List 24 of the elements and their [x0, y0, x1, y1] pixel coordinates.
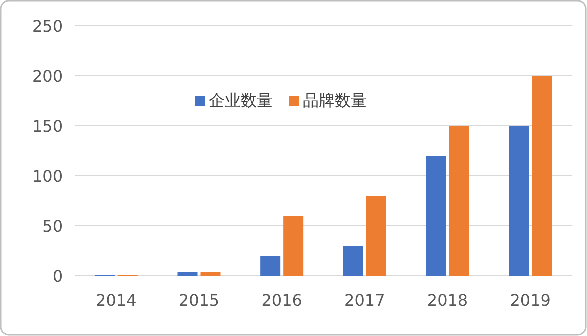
- bar: [260, 256, 281, 276]
- bar: [509, 126, 530, 276]
- bar: [366, 196, 386, 276]
- y-tick-label: 250: [32, 17, 63, 36]
- bar: [343, 246, 364, 276]
- bar: [284, 216, 304, 276]
- y-tick-label: 0: [52, 267, 63, 286]
- x-tick-label: 2014: [96, 291, 137, 310]
- bar: [426, 156, 446, 276]
- x-tick-label: 2016: [262, 291, 302, 310]
- x-tick-label: 2017: [344, 291, 386, 310]
- y-tick-label: 100: [32, 167, 63, 186]
- y-tick-label: 200: [32, 67, 63, 86]
- x-tick-label: 2015: [178, 291, 220, 310]
- x-tick-label: 2018: [427, 291, 468, 310]
- bar: [200, 272, 221, 276]
- x-tick-label: 2019: [510, 291, 551, 310]
- legend-label: 企业数量: [209, 91, 273, 110]
- legend-label: 品牌数量: [303, 91, 367, 110]
- y-tick-label: 150: [32, 117, 63, 136]
- bar: [178, 272, 198, 276]
- bar: [449, 126, 470, 276]
- y-tick-label: 50: [42, 217, 63, 236]
- bar: [532, 76, 552, 276]
